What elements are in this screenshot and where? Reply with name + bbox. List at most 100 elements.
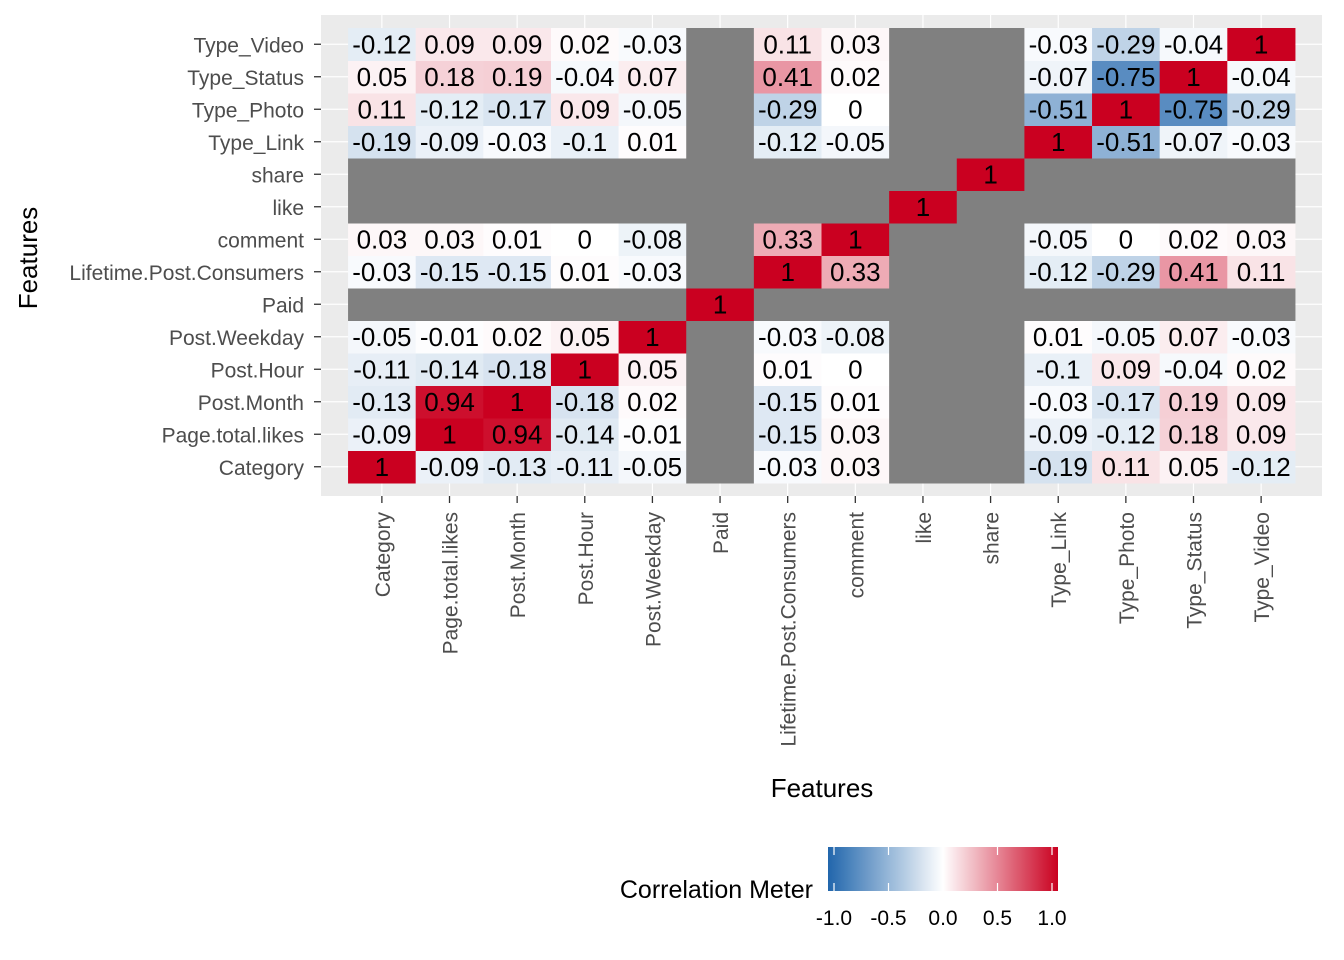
heatmap-cell-post-month-post-weekday (618, 385, 687, 419)
cell-value-label: 0.02 (559, 29, 610, 59)
cell-value-label: -0.12 (1096, 419, 1155, 449)
x-tick-label-type-status: Type_Status (1183, 512, 1206, 629)
cell-value-label: 0.11 (358, 94, 407, 124)
cell-value-label: -0.19 (1029, 452, 1088, 482)
cell-value-label: -0.1 (562, 127, 607, 157)
cell-value-label: 0.09 (559, 94, 610, 124)
heatmap-cell-type-video-type-status (1159, 28, 1228, 61)
heatmap-cell-post-month-category (348, 385, 417, 419)
heatmap-cell-post-month-post-hour (550, 385, 620, 419)
heatmap-cell-page-total-likes-paid (686, 418, 755, 451)
x-tick-label-comment: comment (845, 512, 868, 599)
cell-value-label: -0.29 (1231, 94, 1290, 124)
heatmap-cell-like-category (348, 190, 417, 224)
heatmap-cell-lifetime-post-consumers-like (889, 255, 958, 289)
heatmap-cell-type-video-lifetime-post-consumers (753, 28, 822, 61)
cell-value-label: 1 (848, 224, 862, 254)
heatmap-cell-lifetime-post-consumers-type-photo (1092, 255, 1161, 289)
heatmap-cell-type-photo-page-total-likes (415, 93, 484, 126)
cell-value-label: -0.09 (1029, 419, 1088, 449)
cell-value-label: 0.18 (1168, 419, 1219, 449)
y-tick-label-comment: comment (218, 229, 305, 252)
heatmap-cell-post-weekday-post-month (483, 320, 552, 354)
heatmap-cell-type-status-page-total-likes (415, 60, 484, 94)
cell-value-label: 0.02 (1236, 354, 1287, 384)
heatmap-cell-post-month-type-video (1227, 385, 1296, 419)
cell-value-label: -0.51 (1029, 94, 1088, 124)
cell-value-label: 1 (713, 289, 727, 319)
heatmap-cell-post-month-type-link (1024, 385, 1093, 419)
heatmap-cell-page-total-likes-page-total-likes (415, 418, 484, 451)
cell-value-label: 0.03 (1236, 224, 1287, 254)
heatmap-cell-paid-type-photo (1092, 288, 1161, 321)
heatmap-cell-post-hour-post-weekday (618, 353, 687, 386)
heatmap-cell-type-photo-type-photo (1092, 93, 1161, 126)
heatmap-cells (348, 28, 1296, 484)
cell-value-label: 0.19 (492, 62, 543, 92)
x-tick-label-type-photo: Type_Photo (1116, 512, 1139, 624)
heatmap-cell-post-hour-type-status (1159, 353, 1228, 386)
cell-value-label: -0.15 (758, 387, 817, 417)
heatmap-cell-post-weekday-post-hour (550, 320, 620, 354)
cell-value-label: -0.05 (1096, 322, 1155, 352)
heatmap-cell-type-video-page-total-likes (415, 28, 484, 61)
y-tick-label-post-month: Post.Month (198, 392, 304, 415)
heatmap-cell-lifetime-post-consumers-type-link (1024, 255, 1093, 289)
x-tick-label-type-video: Type_Video (1251, 512, 1274, 623)
heatmap-cell-paid-paid (686, 288, 755, 321)
x-tick-label-like: like (913, 512, 936, 544)
heatmap-cell-comment-comment (821, 223, 890, 256)
heatmap-cell-comment-like (889, 223, 958, 256)
y-tick-label-type-video: Type_Video (193, 34, 304, 57)
y-tick-label-type-link: Type_Link (208, 132, 304, 155)
cell-value-label: -0.04 (1231, 62, 1290, 92)
heatmap-cell-page-total-likes-type-status (1159, 418, 1228, 451)
heatmap-cell-type-link-comment (821, 125, 890, 159)
cell-value-label: -0.04 (1164, 354, 1223, 384)
heatmap-cell-category-paid (686, 450, 755, 484)
heatmap-cell-like-comment (821, 190, 890, 224)
cell-value-label: 1 (780, 257, 794, 287)
heatmap-cell-page-total-likes-post-weekday (618, 418, 687, 451)
legend-tick-label: -1.0 (816, 907, 852, 930)
heatmap-cell-paid-type-link (1024, 288, 1093, 321)
heatmap-cell-comment-type-photo (1092, 223, 1161, 256)
y-tick-label-type-status: Type_Status (187, 67, 304, 90)
cell-value-label: 0.01 (830, 387, 881, 417)
heatmap-cell-like-lifetime-post-consumers (753, 190, 822, 224)
heatmap-cell-lifetime-post-consumers-category (348, 255, 417, 289)
heatmap-cell-type-status-category (348, 60, 417, 94)
heatmap-cell-paid-like (889, 288, 958, 321)
heatmap-cell-category-post-weekday (618, 450, 687, 484)
cell-value-label: 0.03 (830, 29, 881, 59)
y-tick-label-page-total-likes: Page.total.likes (162, 424, 304, 447)
cell-value-label: 0.09 (1236, 419, 1287, 449)
heatmap-cell-share-post-hour (550, 158, 620, 191)
cell-value-label: 0.11 (1237, 257, 1286, 287)
cell-value-label: 0.03 (830, 419, 881, 449)
x-tick-label-paid: Paid (710, 512, 733, 554)
cell-value-label: -0.17 (488, 94, 547, 124)
cell-value-label: 0.01 (627, 127, 678, 157)
cell-value-label: 0.07 (627, 62, 678, 92)
heatmap-cell-type-video-like (889, 28, 958, 61)
cell-value-label: 0.11 (1102, 452, 1151, 482)
heatmap-cell-paid-share (956, 288, 1025, 321)
heatmap-cell-type-link-type-photo (1092, 125, 1161, 159)
heatmap-cell-category-type-video (1227, 450, 1296, 484)
heatmap-cell-post-month-page-total-likes (415, 385, 484, 419)
heatmap-cell-comment-share (956, 223, 1025, 256)
heatmap-cell-type-photo-type-video (1227, 93, 1296, 126)
x-tick-label-page-total-likes: Page.total.likes (440, 512, 463, 654)
cell-value-label: 0.09 (492, 29, 543, 59)
x-axis-title: Features (771, 773, 874, 803)
cell-value-label: 0.19 (1168, 387, 1219, 417)
heatmap-cell-lifetime-post-consumers-type-video (1227, 255, 1296, 289)
heatmap-cell-type-video-comment (821, 28, 890, 61)
heatmap-cell-post-weekday-type-status (1159, 320, 1228, 354)
x-axis-ticks: Category Page.total.likes Post.Month Post.H… (372, 496, 1274, 747)
heatmap-cell-post-weekday-paid (686, 320, 755, 354)
heatmap-cell-type-link-post-hour (550, 125, 620, 159)
cell-value-label: 0.33 (830, 257, 881, 287)
heatmap-cell-post-hour-post-hour (550, 353, 620, 386)
